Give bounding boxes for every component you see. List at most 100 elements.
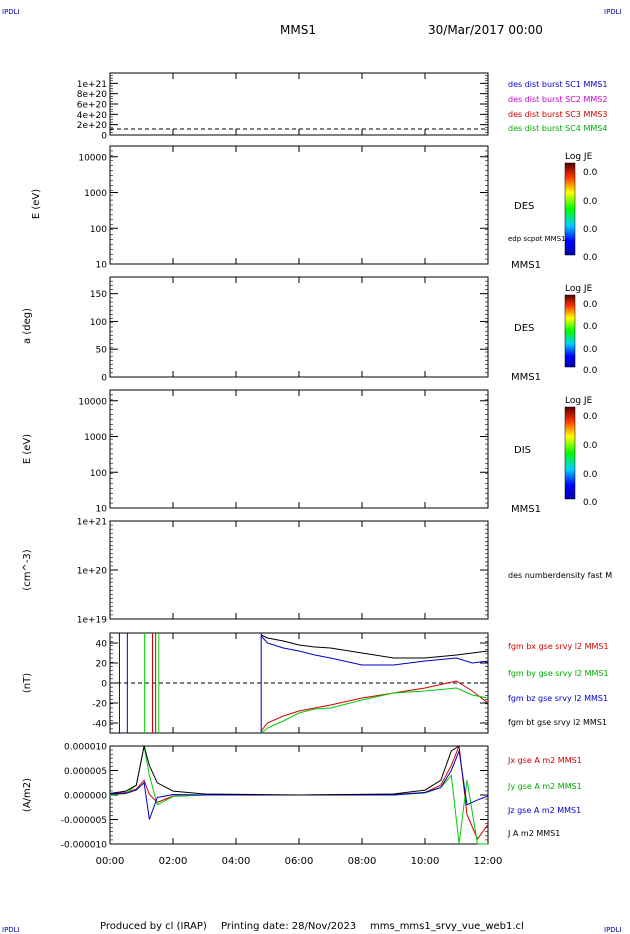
y-tick-label: 1e+20 [77,567,108,577]
x-tick-label: 08:00 [348,856,377,867]
panel-2-overlay-label: edp scpot MMS1 [508,235,566,243]
colorbar-2-title: Log JE [565,152,593,162]
panel-5-ylabel: (cm^-3) [22,549,33,590]
legend-des-sc1: des dist burst SC1 MMS1 [508,80,607,89]
panel-4-ylabel: E (eV) [22,434,33,464]
y-tick-label: 6e+20 [77,101,108,111]
panel-4-instrument: DIS [514,445,531,456]
panel-2-ylabel: E (eV) [31,189,42,219]
footer-produced-by: Produced by cl (IRAP) [100,921,207,932]
corner-label-top-right: IPDLI [604,8,622,16]
x-tick-label: 00:00 [96,856,125,867]
y-tick-label: 1000 [84,433,107,443]
legend-fgm-by-gse-srvy-l2-mms1: fgm by gse srvy l2 MMS1 [508,669,609,678]
series-line [260,680,489,732]
colorbar-4-title: Log JE [565,396,593,406]
legend-fgm-bz-gse-srvy-l2-mms1: fgm bz gse srvy l2 MMS1 [508,694,608,703]
legend-j-a-m2-mms1: J A m2 MMS1 [507,829,560,838]
panel-5-frame [109,520,489,620]
y-tick-label: 2e+20 [77,121,108,131]
y-tick-label: 1000 [84,189,107,199]
panel-3-ylabel: a (deg) [22,308,33,344]
y-tick-label: 10 [96,261,108,271]
panel-3-instrument: DES [514,323,534,334]
colorbar-2-tick: 0.0 [583,168,598,178]
y-tick-label: -20 [92,700,107,710]
legend-jy-gse-a-m2-mms1: Jy gse A m2 MMS1 [507,782,582,791]
colorbar-2-tick: 0.0 [583,253,598,263]
figure-date: 30/Mar/2017 00:00 [428,23,543,37]
colorbar-3-tick: 0.0 [583,300,598,310]
y-tick-label: 0 [101,132,107,142]
colorbar-3-tick: 0.0 [583,322,598,332]
colorbar-4-tick: 0.0 [583,441,598,451]
panel-3-frame [109,276,489,378]
colorbar-panel-3: Log JE 0.0 0.0 0.0 0.0 [564,284,598,376]
series-line [260,687,489,734]
colorbar-3-title: Log JE [565,284,593,294]
y-tick-label: 150 [90,290,107,300]
y-tick-label: 0.000010 [64,743,107,753]
x-tick-label: 10:00 [411,856,440,867]
legend-jz-gse-a-m2-mms1: Jz gse A m2 MMS1 [507,806,581,815]
y-tick-label: 0 [101,374,107,384]
colorbar-2-tick: 0.0 [583,197,598,207]
corner-label-bottom-left: IPDLI [2,926,20,934]
panel-4-spacecraft: MMS1 [511,504,541,515]
series-line [260,635,489,666]
y-tick-label: 4e+20 [77,111,108,121]
colorbar-4-tick: 0.0 [583,470,598,480]
panel-2-instrument: DES [514,201,534,212]
x-tick-label: 02:00 [159,856,188,867]
y-tick-label: 20 [96,660,108,670]
colorbar-3-tick: 0.0 [583,366,598,376]
colorbar-4-tick: 0.0 [583,412,598,422]
series-line [260,634,489,659]
y-tick-label: 100 [90,469,107,479]
y-tick-label: -0.000005 [61,816,107,826]
panel-4-frame [109,389,489,509]
legend-des-sc3: des dist burst SC3 MMS3 [508,110,607,119]
legend-jx-gse-a-m2-mms1: Jx gse A m2 MMS1 [507,756,582,765]
figure-title: MMS1 [280,23,316,37]
y-tick-label: 1e+19 [77,616,108,626]
corner-label-bottom-right: IPDLI [604,926,622,934]
colorbar-4-tick: 0.0 [583,498,598,508]
panel-6-ylabel: (nT) [22,673,33,693]
chart-marks: 02e+204e+206e+208e+201e+2110100100010000… [61,73,609,867]
y-tick-label: 100 [90,225,107,235]
panel-2-spacecraft: MMS1 [511,260,541,271]
legend-des-sc4: des dist burst SC4 MMS4 [508,124,607,133]
y-tick-label: 1e+21 [77,518,107,528]
legend-des-numberdensity: des numberdensity fast M [508,571,612,580]
series-line [109,745,489,841]
legend-des-sc2: des dist burst SC2 MMS2 [508,95,607,104]
y-tick-label: 8e+20 [77,90,108,100]
x-tick-label: 04:00 [222,856,251,867]
series-line [109,748,489,820]
panel-7-ylabel: (A/m2) [22,778,33,812]
colorbar-3-tick: 0.0 [583,345,598,355]
y-tick-label: 0.000005 [64,767,107,777]
footer-printing-date: Printing date: 28/Nov/2023 [221,921,356,932]
y-tick-label: 100 [90,318,107,328]
y-tick-label: 50 [96,346,108,356]
colorbar-panel-4: Log JE 0.0 0.0 0.0 0.0 [564,396,598,508]
x-tick-label: 06:00 [285,856,314,867]
corner-label-top-left: IPDLI [2,8,20,16]
series-line [109,745,488,796]
y-tick-label: 0 [101,680,107,690]
x-tick-label: 12:00 [474,856,503,867]
panel-2-frame [109,145,489,265]
colorbar-2-tick: 0.0 [583,225,598,235]
legend-fgm-bx-gse-srvy-l2-mms1: fgm bx gse srvy l2 MMS1 [508,642,609,651]
legend-fgm-bt-gse-srvy-l2-mms1: fgm bt gse srvy l2 MMS1 [508,718,607,727]
footer-file: mms_mms1_srvy_vue_web1.cl [370,921,524,932]
y-tick-label: 10000 [78,153,107,163]
colorbar-panel-2: Log JE 0.0 0.0 0.0 0.0 [564,152,598,263]
panel-1-frame [109,72,489,136]
panel-3-spacecraft: MMS1 [511,372,541,383]
y-tick-label: 40 [96,640,108,650]
y-tick-label: 10 [96,505,108,515]
